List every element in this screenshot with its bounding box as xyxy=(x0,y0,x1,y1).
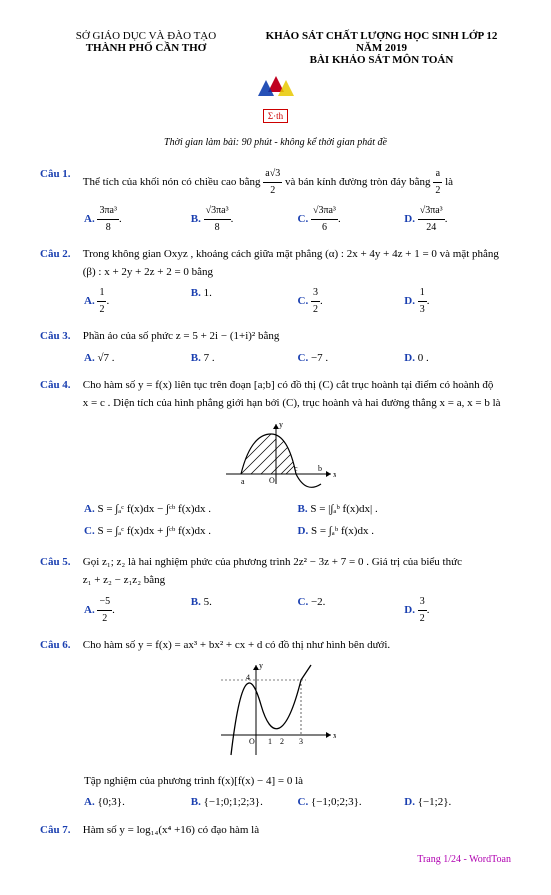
header-right: KHẢO SÁT CHẤT LƯỢNG HỌC SINH LỚP 12 NĂM … xyxy=(252,30,511,66)
org-line1: SỞ GIÁO DỤC VÀ ĐÀO TẠO xyxy=(40,30,252,42)
svg-text:y: y xyxy=(279,420,283,429)
q6-figure: x y 4 O 1 2 3 xyxy=(40,660,511,767)
svg-text:O: O xyxy=(269,476,275,485)
q4-figure: x y a c b O xyxy=(40,419,511,496)
page-header: SỞ GIÁO DỤC VÀ ĐÀO TẠO THÀNH PHỐ CẦN THƠ… xyxy=(40,30,511,66)
q4-text: Cho hàm số y = f(x) liên tục trên đoạn [… xyxy=(83,377,510,412)
q1-options: A. 3πa³8. B. √3πa³8. C. √3πa³6. D. √3πa³… xyxy=(40,203,511,236)
time-note: Thời gian làm bài: 90 phút - không kể th… xyxy=(40,137,511,148)
q1-text: Thể tích của khối nón có chiều cao bằng … xyxy=(83,166,510,199)
svg-text:2: 2 xyxy=(280,737,284,746)
question-3: Câu 3. Phần ảo của số phức z = 5 + 2i − … xyxy=(40,328,511,367)
svg-text:a: a xyxy=(241,477,245,486)
q2-options: A. 12. B. 1. C. 32. D. 13. xyxy=(40,285,511,318)
q5-text: Gọi z₁; z₂ là hai nghiệm phức của phương… xyxy=(83,554,510,589)
q6-options: A. {0;3}. B. {−1;0;1;2;3}. C. {−1;0;2;3}… xyxy=(40,794,511,812)
title-line2: BÀI KHẢO SÁT MÔN TOÁN xyxy=(252,54,511,66)
question-5: Câu 5. Gọi z₁; z₂ là hai nghiệm phức của… xyxy=(40,554,511,626)
q6-line2: Tập nghiệm của phương trình f(x)[f(x) − … xyxy=(40,773,511,791)
header-left: SỞ GIÁO DỤC VÀ ĐÀO TẠO THÀNH PHỐ CẦN THƠ xyxy=(40,30,252,66)
q7-label: Câu 7. xyxy=(40,822,80,840)
svg-text:c: c xyxy=(294,464,298,473)
q2-text: Trong không gian Oxyz , khoảng cách giữa… xyxy=(83,246,510,281)
q1-label: Câu 1. xyxy=(40,166,80,184)
svg-text:y: y xyxy=(259,661,263,670)
q4-options: A. S = ∫ₐᶜ f(x)dx − ∫ᶜᵇ f(x)dx . B. S = … xyxy=(40,501,511,544)
org-line2: THÀNH PHỐ CẦN THƠ xyxy=(40,42,252,54)
page-footer: Trang 1/24 - WordToan xyxy=(40,854,511,865)
question-1: Câu 1. Thể tích của khối nón có chiều ca… xyxy=(40,166,511,236)
q3-label: Câu 3. xyxy=(40,328,80,346)
question-2: Câu 2. Trong không gian Oxyz , khoảng cá… xyxy=(40,246,511,318)
q6-text: Cho hàm số y = f(x) = ax³ + bx² + cx + d… xyxy=(83,637,510,655)
sigma-badge: Σ·th xyxy=(263,109,288,123)
q5-label: Câu 5. xyxy=(40,554,80,572)
logo-block: Σ·th xyxy=(40,74,511,123)
q2-label: Câu 2. xyxy=(40,246,80,264)
svg-text:3: 3 xyxy=(299,737,303,746)
title-line1: KHẢO SÁT CHẤT LƯỢNG HỌC SINH LỚP 12 NĂM … xyxy=(252,30,511,54)
svg-text:O: O xyxy=(249,737,255,746)
q7-text: Hàm số y = log₁₄(x⁴ +16) có đạo hàm là xyxy=(83,822,510,840)
logo-icon xyxy=(256,74,296,104)
question-6: Câu 6. Cho hàm số y = f(x) = ax³ + bx² +… xyxy=(40,637,511,812)
svg-text:4: 4 xyxy=(246,673,250,682)
q4-label: Câu 4. xyxy=(40,377,80,395)
svg-text:x: x xyxy=(333,731,336,740)
question-4: Câu 4. Cho hàm số y = f(x) liên tục trên… xyxy=(40,377,511,544)
q5-options: A. −52. B. 5. C. −2. D. 32. xyxy=(40,594,511,627)
q3-options: A. √7 . B. 7 . C. −7 . D. 0 . xyxy=(40,350,511,368)
svg-text:1: 1 xyxy=(268,737,272,746)
svg-text:x: x xyxy=(333,470,336,479)
svg-text:b: b xyxy=(318,464,322,473)
question-7: Câu 7. Hàm số y = log₁₄(x⁴ +16) có đạo h… xyxy=(40,822,511,840)
q6-label: Câu 6. xyxy=(40,637,80,655)
q3-text: Phần ảo của số phức z = 5 + 2i − (1+i)² … xyxy=(83,328,510,346)
